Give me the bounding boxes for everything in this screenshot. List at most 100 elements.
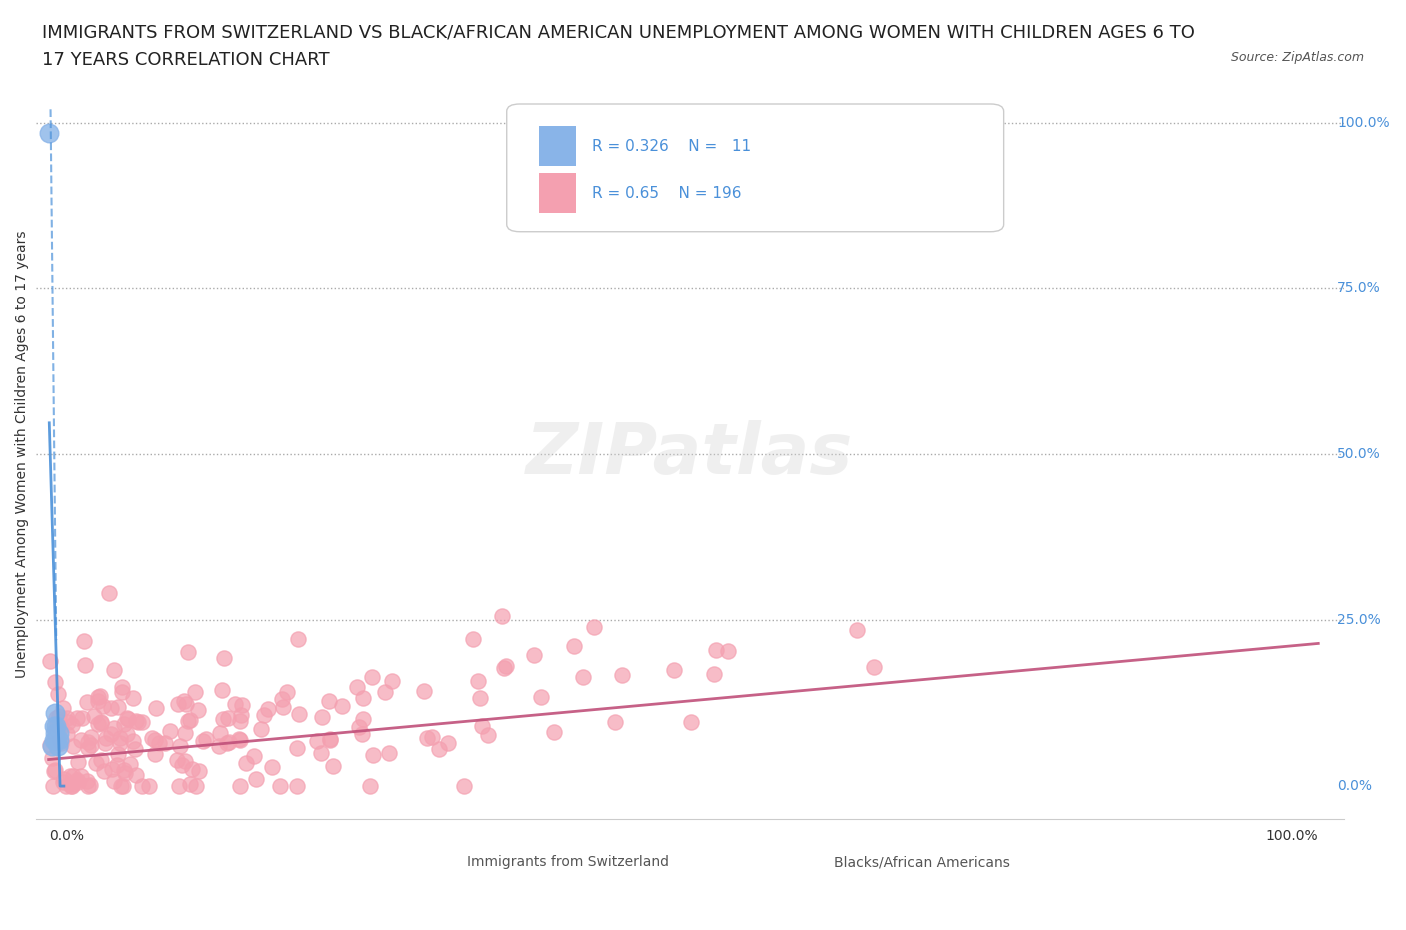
Point bbox=[59, 769, 82, 784]
Point bbox=[55, 778, 77, 793]
Point bbox=[131, 714, 153, 729]
Text: 100.0%: 100.0% bbox=[1337, 115, 1391, 129]
Point bbox=[463, 631, 485, 646]
Point bbox=[170, 758, 193, 773]
Point bbox=[374, 684, 396, 699]
Point bbox=[319, 733, 342, 748]
Text: 0.0%: 0.0% bbox=[49, 830, 83, 844]
Point bbox=[318, 693, 340, 708]
Point bbox=[305, 734, 328, 749]
Point bbox=[46, 686, 69, 701]
Point bbox=[120, 756, 142, 771]
Point bbox=[138, 778, 160, 793]
Point bbox=[211, 683, 233, 698]
Point bbox=[111, 778, 134, 793]
Point bbox=[235, 755, 257, 770]
Point bbox=[543, 724, 565, 739]
Point bbox=[187, 702, 209, 717]
Point bbox=[179, 712, 201, 727]
Point bbox=[572, 670, 595, 684]
Point bbox=[243, 749, 266, 764]
Point bbox=[45, 711, 67, 725]
Point bbox=[89, 688, 111, 703]
Point bbox=[143, 733, 166, 748]
Point bbox=[103, 721, 125, 736]
Point bbox=[212, 651, 235, 666]
Point bbox=[66, 754, 89, 769]
Point bbox=[77, 778, 100, 793]
Point bbox=[86, 716, 108, 731]
Point bbox=[83, 709, 105, 724]
Point bbox=[66, 772, 89, 787]
Point bbox=[166, 753, 188, 768]
Point bbox=[38, 126, 60, 140]
Point bbox=[87, 694, 110, 709]
Point bbox=[41, 751, 63, 765]
Point bbox=[174, 726, 197, 741]
Point bbox=[80, 737, 103, 752]
Point bbox=[173, 694, 195, 709]
Point bbox=[413, 684, 436, 698]
Point bbox=[73, 633, 96, 648]
Point bbox=[41, 738, 63, 753]
Point bbox=[167, 778, 190, 793]
Point bbox=[177, 714, 200, 729]
Point bbox=[59, 778, 82, 793]
Point bbox=[48, 725, 70, 740]
Point bbox=[167, 696, 190, 711]
Point bbox=[44, 706, 66, 721]
Point bbox=[70, 711, 93, 725]
Text: IMMIGRANTS FROM SWITZERLAND VS BLACK/AFRICAN AMERICAN UNEMPLOYMENT AMONG WOMEN W: IMMIGRANTS FROM SWITZERLAND VS BLACK/AFR… bbox=[42, 23, 1195, 41]
Point bbox=[174, 697, 197, 711]
Text: R = 0.65    N = 196: R = 0.65 N = 196 bbox=[592, 186, 741, 201]
Point bbox=[76, 774, 98, 789]
Point bbox=[112, 763, 135, 777]
Point bbox=[111, 685, 134, 700]
Point bbox=[169, 738, 191, 753]
Point bbox=[704, 643, 727, 658]
Point bbox=[276, 684, 298, 699]
Point bbox=[87, 689, 110, 704]
Point bbox=[76, 695, 98, 710]
Point bbox=[52, 772, 75, 787]
Point bbox=[845, 623, 868, 638]
Point bbox=[285, 778, 308, 793]
Point bbox=[100, 726, 122, 741]
Point bbox=[46, 738, 69, 753]
Point bbox=[67, 775, 90, 790]
Point bbox=[91, 698, 114, 713]
Point bbox=[44, 763, 66, 777]
Point bbox=[215, 736, 238, 751]
Point bbox=[86, 755, 108, 770]
Point bbox=[79, 778, 101, 793]
Point bbox=[141, 731, 163, 746]
Point bbox=[70, 733, 93, 748]
Point bbox=[228, 714, 250, 729]
Point bbox=[94, 730, 117, 745]
Point bbox=[228, 732, 250, 747]
Point bbox=[523, 647, 546, 662]
Point bbox=[62, 777, 84, 791]
Point bbox=[90, 715, 112, 730]
Point bbox=[491, 609, 513, 624]
Point bbox=[51, 719, 73, 734]
Point bbox=[90, 714, 112, 729]
Point bbox=[703, 667, 725, 682]
Point bbox=[124, 768, 146, 783]
Point bbox=[194, 732, 217, 747]
Point bbox=[121, 691, 143, 706]
FancyBboxPatch shape bbox=[775, 851, 824, 874]
Point bbox=[66, 711, 89, 725]
Point bbox=[103, 774, 125, 789]
Text: 17 YEARS CORRELATION CHART: 17 YEARS CORRELATION CHART bbox=[42, 51, 330, 69]
Point bbox=[311, 710, 333, 724]
Point bbox=[77, 740, 100, 755]
FancyBboxPatch shape bbox=[540, 126, 576, 166]
Point bbox=[105, 757, 128, 772]
Point bbox=[58, 715, 80, 730]
Point bbox=[477, 727, 499, 742]
Point bbox=[42, 719, 65, 734]
Point bbox=[250, 722, 273, 737]
Point bbox=[181, 762, 204, 777]
Point bbox=[173, 753, 195, 768]
